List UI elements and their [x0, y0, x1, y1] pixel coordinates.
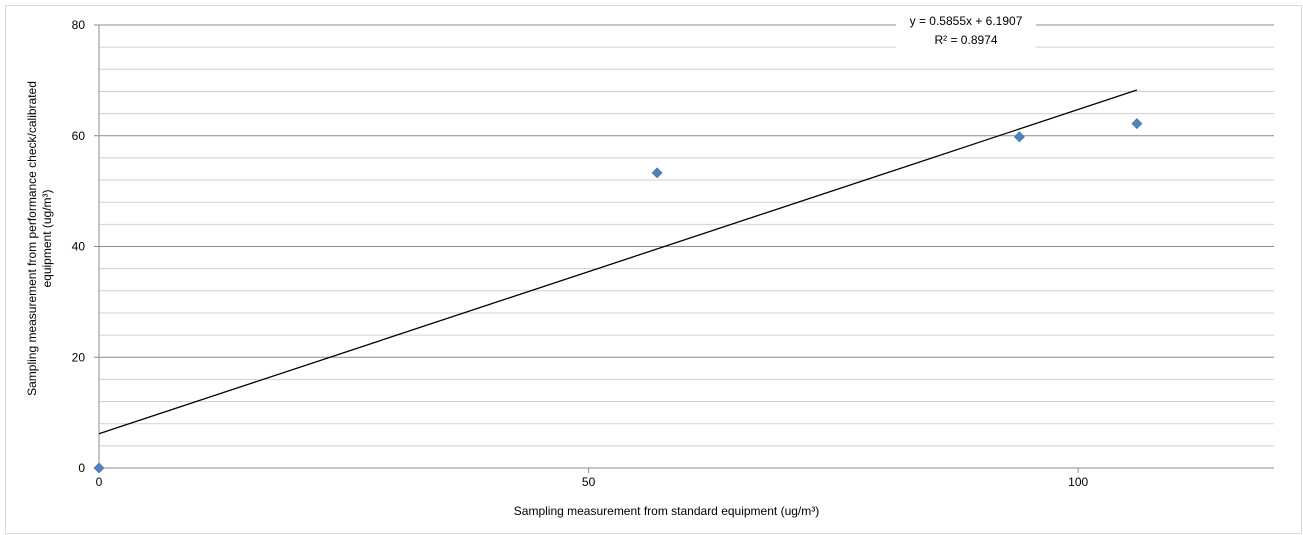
gridlines [94, 24, 1274, 469]
labels: 0 20 40 60 80 0 50 100 y = 0.5855x + 6.1907 R² = … [25, 11, 1088, 518]
x-axis-title: Sampling measurement from standard equip… [514, 504, 819, 518]
y-axis-title: Sampling measurement from performance ch… [25, 81, 54, 396]
y-tick-label: 20 [72, 350, 86, 364]
data-point [1131, 118, 1143, 129]
x-tick-label: 0 [96, 475, 103, 489]
data-point [651, 167, 663, 179]
scatter-chart: 0 20 40 60 80 0 50 100 y = 0.5855x + 6.1907 R² = … [25, 11, 1274, 518]
x-tick-label: 50 [582, 475, 596, 489]
trendline-layer [98, 89, 1138, 435]
trendline-equation: y = 0.5855x + 6.1907 [910, 14, 1023, 28]
data-point [93, 462, 105, 474]
y-axis-title-line-1: Sampling measurement from performance ch… [25, 81, 39, 396]
data-points [93, 118, 1143, 474]
y-tick-label: 0 [78, 461, 85, 475]
y-axis-title-line-2: equipment (ug/m³) [40, 189, 54, 287]
trendline-r2: R² = 0.8974 [934, 33, 997, 47]
y-tick-label: 80 [72, 18, 86, 32]
x-tick-label: 100 [1068, 475, 1088, 489]
chart-frame: 0 20 40 60 80 0 50 100 y = 0.5855x + 6.1907 R² = … [5, 5, 1302, 534]
data-point [1013, 131, 1025, 143]
axes [98, 25, 1274, 473]
y-tick-label: 60 [72, 129, 86, 143]
trendline [98, 89, 1138, 435]
y-tick-label: 40 [72, 240, 86, 254]
equation-box [896, 11, 1036, 49]
